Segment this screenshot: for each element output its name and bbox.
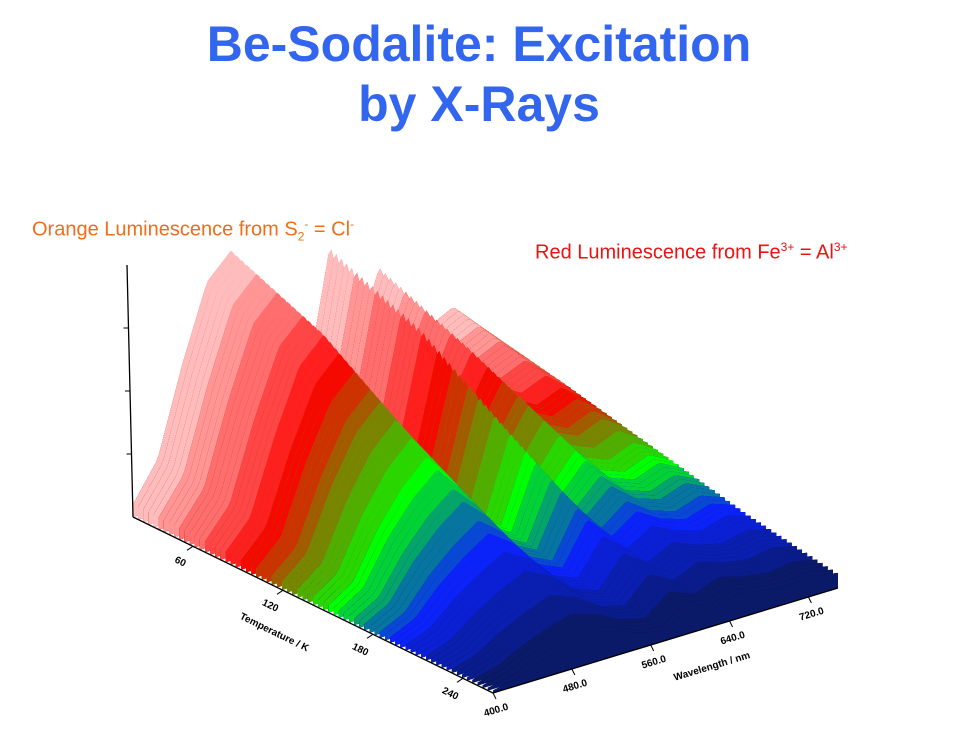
wavelength-axis-title: Wavelength / nm xyxy=(673,650,752,684)
temperature-tick xyxy=(186,545,194,551)
temperature-tick xyxy=(366,633,374,639)
surface-layers xyxy=(133,249,838,693)
wavelength-tick xyxy=(492,692,497,700)
temperature-tick-label: 180 xyxy=(350,641,370,658)
wavelength-tick-label: 640.0 xyxy=(719,630,747,648)
surface-band xyxy=(493,573,838,693)
temperature-tick-label: 240 xyxy=(440,685,460,702)
temperature-tick-label: 120 xyxy=(260,597,280,614)
chart-title-line2: by X-Rays xyxy=(358,76,600,132)
wavelength-tick xyxy=(650,644,655,652)
wavelength-axis-line xyxy=(492,587,839,694)
wavelength-tick-label: 720.0 xyxy=(798,606,826,624)
temperature-tick xyxy=(276,589,284,595)
temperature-tick xyxy=(456,677,464,683)
wavelength-tick xyxy=(729,620,734,628)
wavelength-tick xyxy=(807,596,812,604)
red-luminescence-annotation: Red Luminescence from Fe3+ = Al3+ xyxy=(535,240,848,264)
orange-luminescence-annotation: Orange Luminescence from S2- = Cl- xyxy=(32,217,355,244)
wavelength-tick-label: 560.0 xyxy=(640,654,668,672)
chart-title: Be-Sodalite: Excitation by X-Rays xyxy=(0,14,958,134)
wavelength-tick xyxy=(571,668,576,676)
wavelength-tick-label: 400.0 xyxy=(483,702,511,720)
chart-title-line1: Be-Sodalite: Excitation xyxy=(206,16,752,72)
temperature-axis-title: Temperature / K xyxy=(238,611,311,654)
wavelength-tick-label: 480.0 xyxy=(562,678,590,696)
temperature-tick-label: 60 xyxy=(173,555,188,570)
